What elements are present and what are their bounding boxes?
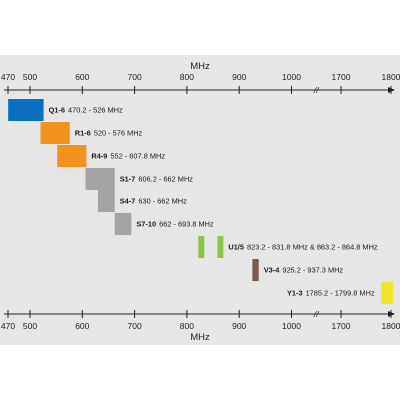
- band-label-s7-10: S7-10 662 - 693.8 MHz: [136, 220, 214, 229]
- band-label-r4-9: R4-9 552 - 607.8 MHz: [91, 152, 165, 161]
- bottom-axis-label: MHz: [190, 332, 210, 343]
- bottom-axis-break: //: [313, 309, 320, 319]
- band-bar-y1-3: [381, 282, 394, 304]
- bottom-tick-label-600: 600: [75, 321, 89, 331]
- band-name-v3-4: V3-4: [264, 266, 281, 275]
- bottom-tick-label-1000: 1000: [282, 321, 301, 331]
- bottom-tick-label-470: 470: [1, 321, 15, 331]
- band-bar-r4-9: [57, 145, 87, 167]
- top-tick-label-700: 700: [128, 72, 142, 82]
- bands-group: Q1-6 470.2 - 526 MHz R1-6 520 - 576 MHz R4-9…: [8, 99, 394, 304]
- band-label-v3-4: V3-4 925.2 - 937.3 MHz: [264, 266, 344, 275]
- band-range-y1-3: 1785.2 - 1799.8 MHz: [306, 289, 375, 298]
- top-tick-label-470: 470: [1, 72, 15, 82]
- top-tick-label-1000: 1000: [282, 72, 301, 82]
- top-axis-label: MHz: [190, 61, 210, 72]
- band-label-u1-5: U1/5 823.2 - 831.8 MHz & 863.2 - 864.8 MH…: [228, 243, 378, 252]
- chart-background: [0, 55, 400, 345]
- bottom-axis: 470 500 600 700 800 900 1000 1700 1800 //: [1, 309, 400, 331]
- top-axis: 470 500 600 700 800 900 1000 1700 1800 //: [1, 72, 400, 95]
- band-range-s1-7: 606.2 - 662 MHz: [138, 175, 193, 184]
- bottom-tick-label-1700: 1700: [332, 321, 351, 331]
- band-name-s4-7: S4-7: [120, 197, 136, 206]
- band-name-q1-6: Q1-6: [49, 106, 65, 115]
- band-bar-v3-4: [252, 259, 259, 281]
- band-bar-u1-5-1: [198, 236, 205, 258]
- band-range-s4-7: 630 - 662 MHz: [138, 197, 187, 206]
- bottom-tick-label-700: 700: [128, 321, 142, 331]
- band-name-y1-3: Y1-3: [287, 289, 303, 298]
- top-axis-break: //: [313, 85, 320, 95]
- band-bar-s7-10: [114, 213, 132, 235]
- bottom-tick-label-900: 900: [232, 321, 246, 331]
- band-range-v3-4: 925.2 - 937.3 MHz: [282, 266, 343, 275]
- band-name-u1-5: U1/5: [228, 243, 244, 252]
- band-name-r4-9: R4-9: [91, 152, 107, 161]
- band-range-r4-9: 552 - 607.8 MHz: [110, 152, 165, 161]
- top-tick-label-600: 600: [75, 72, 89, 82]
- top-tick-label-500: 500: [23, 72, 37, 82]
- band-bar-r1-6: [40, 122, 70, 144]
- bottom-tick-label-800: 800: [180, 321, 194, 331]
- bottom-tick-label-1800: 1800: [382, 321, 400, 331]
- band-label-y1-3: Y1-3 1785.2 - 1799.8 MHz: [287, 289, 375, 298]
- band-range-s7-10: 662 - 693.8 MHz: [159, 220, 214, 229]
- band-name-s7-10: S7-10: [136, 220, 156, 229]
- band-label-r1-6: R1-6 520 - 576 MHz: [75, 129, 143, 138]
- top-tick-label-800: 800: [180, 72, 194, 82]
- band-range-u1-5: 823.2 - 831.8 MHz & 863.2 - 864.8 MHz: [247, 243, 378, 252]
- band-name-r1-6: R1-6: [75, 129, 91, 138]
- band-range-r1-6: 520 - 576 MHz: [94, 129, 143, 138]
- band-bar-s1-7: [85, 168, 115, 190]
- top-tick-label-1700: 1700: [332, 72, 351, 82]
- band-bar-q1-6: [8, 99, 44, 121]
- band-bar-s4-7: [97, 190, 115, 212]
- band-label-s4-7: S4-7 630 - 662 MHz: [120, 197, 187, 206]
- band-label-s1-7: S1-7 606.2 - 662 MHz: [120, 175, 194, 184]
- top-tick-label-1800: 1800: [382, 72, 400, 82]
- band-range-q1-6: 470.2 - 526 MHz: [68, 106, 123, 115]
- band-bar-u1-5-2: [217, 236, 224, 258]
- band-label-q1-6: Q1-6 470.2 - 526 MHz: [49, 106, 123, 115]
- bottom-tick-label-500: 500: [23, 321, 37, 331]
- band-name-s1-7: S1-7: [120, 175, 136, 184]
- top-tick-label-900: 900: [232, 72, 246, 82]
